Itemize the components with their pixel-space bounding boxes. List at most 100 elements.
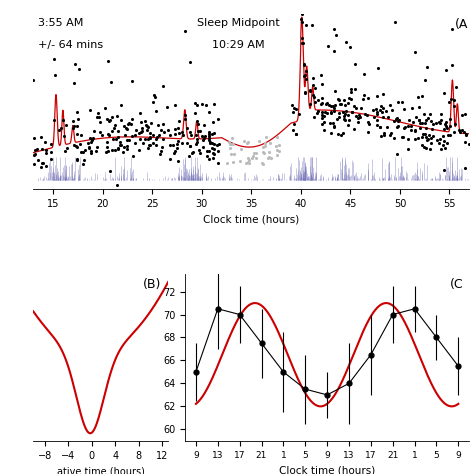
Point [339,129,346,137]
Point [393,124,401,131]
Point [171,125,179,133]
Point [414,93,422,100]
Point [259,160,266,167]
Point [227,150,235,158]
Point [352,61,359,68]
Point [214,141,221,149]
Point [388,129,395,137]
Point [136,135,144,143]
Point [159,82,167,90]
Point [319,108,326,116]
Point [292,130,300,137]
Point [306,86,313,94]
Point [119,148,127,155]
Point [85,144,92,151]
Point [419,131,427,138]
Point [288,100,296,108]
Point [267,155,275,162]
Point [301,72,309,79]
Point [377,102,385,110]
Point [192,141,200,148]
Point [158,144,165,151]
Point [106,132,113,139]
Point [399,133,406,141]
Point [77,131,85,138]
Point [394,150,401,157]
Point [318,95,326,102]
Point [121,131,129,139]
Point [104,58,111,65]
Point [147,119,155,127]
Point [214,147,222,155]
Point [237,157,244,165]
Point [174,157,182,164]
Point [259,148,267,156]
X-axis label: Clock time (hours): Clock time (hours) [279,465,375,474]
Point [210,100,218,108]
Point [103,138,110,146]
Point [70,80,78,87]
Point [138,128,146,135]
Point [417,124,424,131]
Point [401,123,409,130]
Point [41,138,49,146]
Point [248,154,255,162]
Point [421,131,428,138]
Point [428,140,435,147]
Point [444,139,451,147]
Point [370,113,377,121]
Point [446,98,453,105]
Point [244,138,252,146]
Point [374,116,381,124]
Point [320,126,328,134]
Point [209,139,216,147]
Point [360,91,368,99]
Point [92,147,100,155]
Point [78,148,85,156]
Point [400,124,408,132]
Point [446,122,454,129]
Point [379,113,387,121]
Point [295,110,302,118]
Point [352,104,359,112]
Point [323,109,330,117]
Point [117,101,125,109]
Point [330,25,337,33]
Text: 10:29 AM: 10:29 AM [212,40,264,50]
Point [123,145,131,152]
Point [210,151,218,158]
Point [355,114,362,122]
Point [117,138,124,146]
Point [240,137,248,145]
Point [73,108,81,115]
Point [188,132,195,139]
Point [350,102,357,109]
Point [136,109,144,117]
Point [37,134,45,141]
Point [298,15,305,22]
Point [347,95,355,102]
Point [436,119,444,127]
Point [321,109,329,116]
Point [440,137,448,145]
Point [227,140,235,147]
Point [317,71,325,79]
Point [299,39,306,47]
Point [417,119,424,127]
Point [209,155,216,162]
Point [142,136,149,143]
Point [126,119,133,127]
Point [182,115,189,123]
Point [423,133,430,141]
Point [205,134,213,141]
Point [69,124,77,131]
Point [292,105,300,112]
Point [424,114,432,122]
Point [95,113,103,120]
Point [408,104,416,111]
Point [452,120,459,128]
Point [342,116,349,124]
Point [376,106,383,114]
Point [346,43,354,51]
Point [146,130,154,137]
